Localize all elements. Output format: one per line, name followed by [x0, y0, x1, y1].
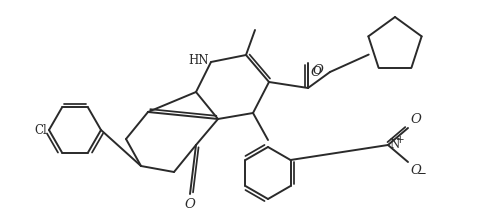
Text: O: O: [184, 198, 195, 211]
Text: O: O: [310, 66, 321, 79]
Text: O: O: [410, 164, 421, 177]
Text: Cl: Cl: [34, 124, 47, 136]
Text: +: +: [396, 135, 405, 145]
Text: −: −: [417, 167, 427, 180]
Text: O: O: [313, 64, 323, 77]
Text: N: N: [389, 138, 399, 152]
Text: O: O: [410, 113, 421, 126]
Text: HN: HN: [189, 55, 209, 67]
